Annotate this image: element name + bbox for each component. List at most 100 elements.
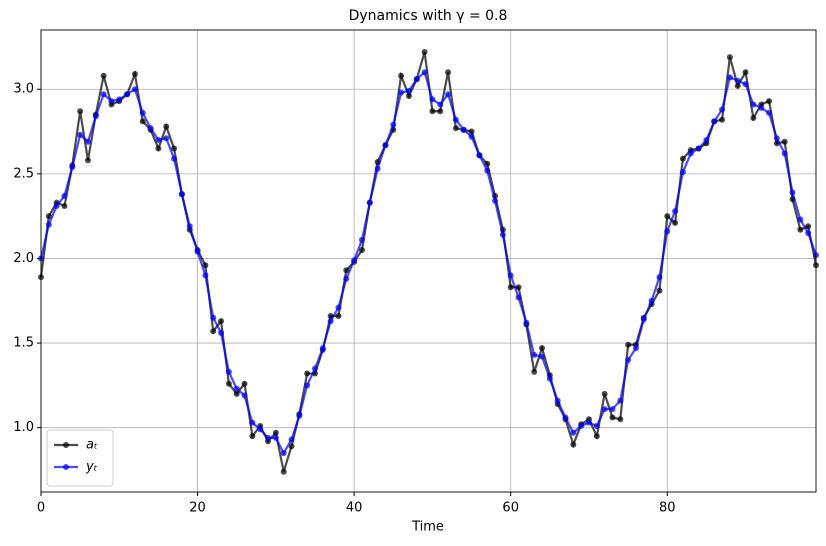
data-point (531, 368, 538, 375)
data-point (719, 106, 726, 113)
data-point (186, 223, 193, 230)
data-point (84, 157, 91, 164)
data-point (92, 113, 99, 120)
data-point (781, 150, 788, 157)
data-point (296, 412, 303, 419)
data-point (288, 436, 295, 443)
data-point (108, 98, 115, 105)
data-point (249, 419, 256, 426)
data-point (327, 318, 334, 325)
data-point (413, 76, 420, 83)
legend-label: yₜ (85, 460, 98, 475)
data-point (781, 138, 788, 145)
data-point (452, 125, 459, 132)
x-tick-label: 60 (502, 501, 519, 516)
data-point (429, 96, 436, 103)
x-tick-label: 80 (659, 501, 676, 516)
data-point (468, 133, 475, 140)
data-point (664, 213, 671, 220)
data-point (69, 164, 76, 171)
data-point (539, 353, 546, 360)
data-point (288, 443, 295, 450)
data-point (405, 93, 412, 99)
data-point (225, 368, 232, 375)
series-line (39, 70, 818, 456)
data-point (452, 116, 459, 123)
data-point (61, 192, 68, 199)
x-axis-label: Time (411, 520, 444, 535)
data-point (163, 123, 170, 130)
data-point (131, 86, 138, 93)
data-point (233, 390, 240, 397)
data-point (171, 145, 178, 152)
data-point (601, 406, 608, 413)
data-point (445, 91, 452, 98)
data-point (257, 426, 264, 433)
data-point (546, 375, 553, 382)
data-point (351, 257, 358, 264)
data-point (664, 228, 671, 235)
data-point (797, 216, 804, 223)
data-point (632, 345, 639, 352)
data-point (679, 155, 686, 162)
data-point (233, 385, 240, 392)
data-point (171, 155, 178, 162)
y-tick-label: 1.5 (13, 336, 34, 351)
data-point (249, 433, 256, 440)
data-point (734, 82, 741, 89)
data-point (100, 72, 107, 79)
data-point (507, 284, 514, 291)
data-point (468, 128, 475, 135)
plot-frame (40, 29, 817, 493)
y-tick-label: 2.5 (13, 166, 34, 181)
data-point (429, 108, 436, 115)
data-point (805, 230, 812, 237)
data-point (155, 145, 162, 152)
x-tick-label: 20 (189, 501, 206, 516)
data-point (155, 137, 162, 143)
data-point (218, 329, 225, 336)
data-point (531, 351, 538, 358)
data-point (366, 199, 373, 206)
data-point (241, 392, 248, 399)
data-point (358, 236, 365, 243)
data-point (398, 72, 405, 79)
data-point (178, 191, 185, 198)
data-point (703, 137, 710, 143)
data-point (758, 104, 765, 111)
data-point (726, 74, 733, 81)
data-point (358, 247, 365, 253)
data-point (405, 87, 412, 94)
data-point (625, 341, 632, 348)
data-point (304, 382, 311, 389)
data-point (609, 414, 616, 421)
data-point (225, 380, 232, 387)
data-point (625, 357, 632, 363)
y-tick-label: 3.0 (13, 82, 34, 97)
data-point (374, 165, 381, 172)
data-point (265, 434, 272, 441)
data-point (319, 345, 326, 352)
data-point (672, 219, 679, 226)
data-point (421, 49, 428, 55)
data-point (515, 294, 522, 301)
data-point (750, 115, 757, 121)
data-point (609, 406, 616, 413)
data-point (805, 223, 812, 230)
data-point (640, 316, 647, 323)
data-point (45, 213, 52, 220)
data-point (202, 262, 209, 269)
data-point (241, 380, 248, 387)
data-point (766, 109, 773, 116)
x-tick-label: 40 (346, 501, 363, 516)
data-point (734, 77, 741, 84)
legend-box (46, 429, 114, 487)
chart-title: Dynamics with γ = 0.8 (349, 8, 508, 24)
data-point (742, 81, 749, 88)
data-point (578, 423, 585, 429)
data-point (789, 189, 796, 196)
data-point (726, 54, 733, 61)
data-point (139, 109, 146, 116)
